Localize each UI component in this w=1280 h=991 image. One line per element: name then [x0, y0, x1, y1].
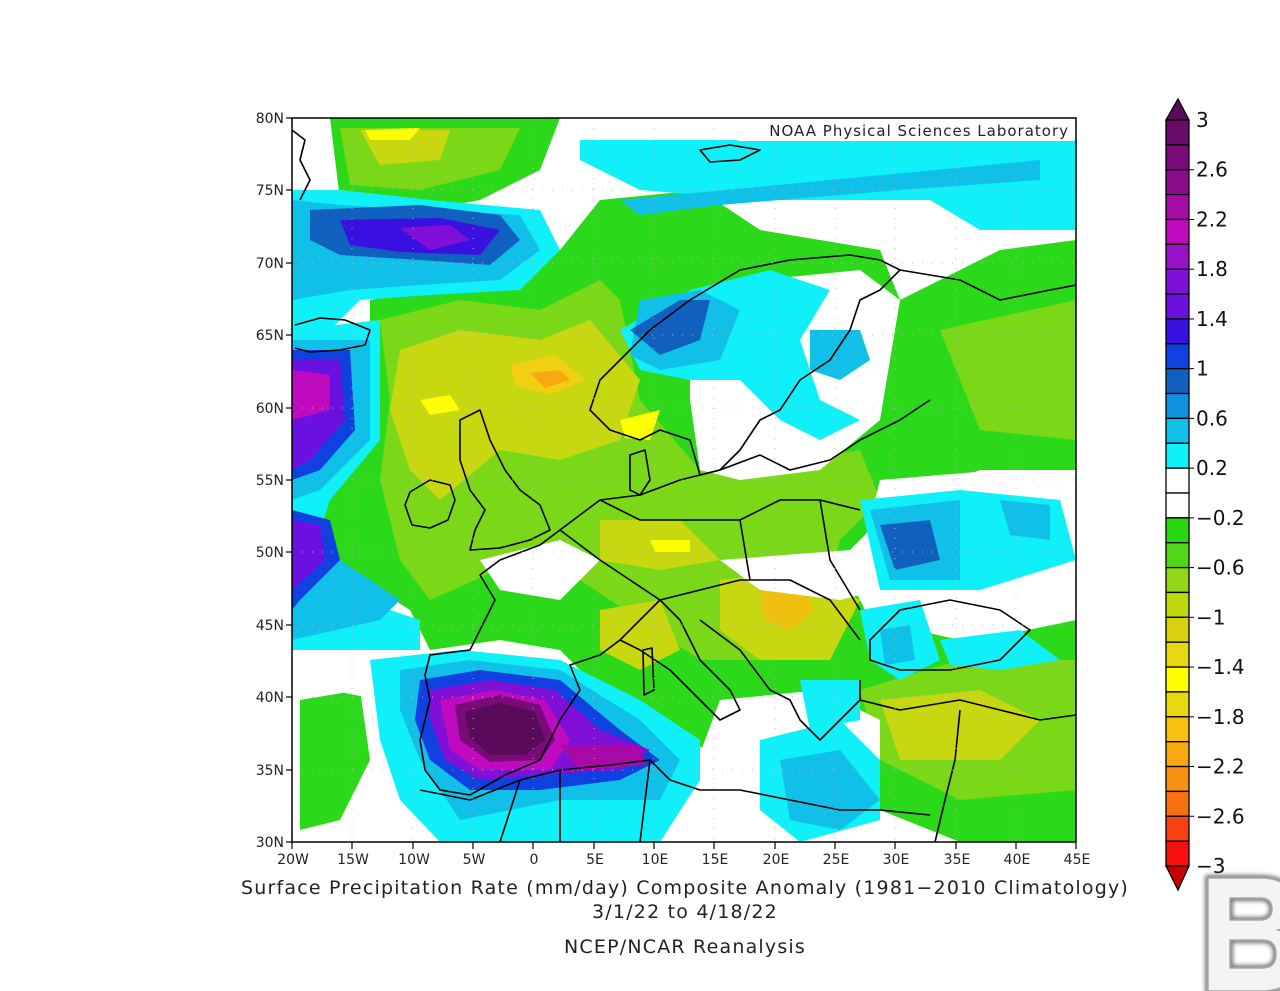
- colorbar-segment: [1165, 790, 1190, 817]
- y-axis-ticks: [286, 117, 292, 843]
- y-tick-label: 35N: [256, 763, 284, 779]
- y-tick-label: 55N: [256, 473, 284, 489]
- colorbar-label: 1.4: [1196, 307, 1228, 331]
- x-tick-label: 15E: [702, 852, 729, 868]
- x-tick-label: 20E: [763, 852, 790, 868]
- colorbar-segment: [1165, 765, 1190, 793]
- colorbar-label: 1.8: [1196, 257, 1228, 281]
- plot-source: NCEP/NCAR Reanalysis: [563, 936, 807, 958]
- colorbar-segment: [1165, 641, 1190, 668]
- colorbar-label: 3: [1196, 108, 1209, 132]
- x-tick-label: 30E: [883, 852, 910, 868]
- colorbar-segment: [1165, 492, 1190, 519]
- colorbar-label: −0.6: [1196, 556, 1245, 580]
- x-tick-label: 0: [530, 852, 539, 868]
- colorbar-segment: [1165, 741, 1190, 768]
- colorbar-segment: [1165, 566, 1190, 594]
- y-tick-label: 80N: [256, 111, 284, 127]
- colorbar-segment: [1165, 815, 1190, 842]
- colorbar-segment: [1165, 442, 1190, 469]
- colorbar-segment: [1165, 467, 1190, 494]
- x-tick-label: 5E: [586, 852, 604, 868]
- colorbar-label: −1.4: [1196, 655, 1245, 679]
- x-tick-label: 10W: [398, 852, 430, 868]
- colorbar-segment: [1165, 243, 1190, 270]
- y-tick-label: 75N: [256, 183, 284, 199]
- colorbar-segment: [1165, 343, 1190, 370]
- plot-date-range: 3/1/22 to 4/18/22: [592, 901, 778, 923]
- colorbar-segment: [1165, 591, 1190, 618]
- x-tick-label: 5W: [463, 852, 486, 868]
- colorbar-segment: [1165, 368, 1190, 395]
- credit-text: NOAA Physical Sciences Laboratory: [769, 122, 1069, 140]
- colorbar-segment: [1165, 542, 1190, 569]
- x-tick-label: 35E: [944, 852, 971, 868]
- x-tick-label: 40E: [1004, 852, 1031, 868]
- colorbar-segment: [1165, 318, 1190, 345]
- plot-title: Surface Precipitation Rate (mm/day) Comp…: [240, 877, 1130, 899]
- colorbar-labels: 3 2.6 2.2 1.8 1.4 1 0.6 0.2 −0.2 −0.6 −1 −1.4 −1.8 −2…: [1189, 108, 1245, 878]
- colorbar-segment: [1165, 193, 1190, 221]
- coastlines: [292, 129, 1076, 842]
- colorbar-segment: [1165, 293, 1190, 320]
- colorbar-top-arrow: [1164, 97, 1191, 121]
- colorbar-segment: [1165, 144, 1190, 171]
- x-axis-labels: 20W 15W 10W 5W 0 5E 10E 15E 20E 25E 30E …: [277, 852, 1090, 868]
- colorbar-label: −3: [1196, 854, 1225, 878]
- colorbar-segment: [1165, 119, 1190, 146]
- colorbar-label: −1: [1196, 605, 1225, 629]
- x-tick-label: 10E: [642, 852, 669, 868]
- colorbar-segment: [1165, 716, 1190, 743]
- credit-box: [738, 119, 1074, 141]
- colorbar-segment: [1165, 691, 1190, 718]
- colorbar-segment: [1165, 268, 1190, 295]
- x-tick-label: 45E: [1064, 852, 1091, 868]
- colorbar-segment: [1165, 666, 1190, 693]
- x-tick-label: 20W: [277, 852, 309, 868]
- x-axis-ticks: [291, 842, 1077, 849]
- x-tick-label: 25E: [823, 852, 850, 868]
- x-tick-label: 15W: [337, 852, 369, 868]
- watermark-logo: [1200, 868, 1280, 991]
- y-tick-label: 45N: [256, 618, 284, 634]
- colorbar-label: −2.2: [1196, 755, 1245, 779]
- colorbar-segment: [1165, 392, 1190, 420]
- colorbar-segment: [1165, 169, 1190, 196]
- y-tick-label: 30N: [256, 835, 284, 851]
- colorbar-label: −0.2: [1196, 506, 1245, 530]
- colorbar-label: −2.6: [1196, 804, 1245, 828]
- colorbar-segments: [1165, 119, 1190, 867]
- y-tick-label: 65N: [256, 328, 284, 344]
- colorbar-label: 2.2: [1196, 208, 1228, 232]
- y-tick-label: 60N: [256, 401, 284, 417]
- colorbar-bottom-arrow: [1164, 865, 1191, 892]
- colorbar-label: 1: [1196, 357, 1209, 381]
- colorbar-segment: [1165, 616, 1190, 643]
- y-tick-label: 50N: [256, 545, 284, 561]
- y-axis-labels: 30N 35N 40N 45N 50N 55N 60N 65N 70N 75N …: [256, 111, 284, 851]
- colorbar-segment: [1165, 218, 1190, 245]
- colorbar-segment: [1165, 840, 1190, 867]
- gridlines: [292, 118, 1076, 842]
- colorbar-segment: [1165, 417, 1190, 444]
- colorbar-label: 0.2: [1196, 456, 1228, 480]
- colorbar-label: −1.8: [1196, 705, 1245, 729]
- colorbar-label: 0.6: [1196, 406, 1228, 430]
- colorbar: 3 2.6 2.2 1.8 1.4 1 0.6 0.2 −0.2 −0.6 −1 −1.4 −1.8 −2…: [1164, 97, 1245, 892]
- colorbar-label: 2.6: [1196, 158, 1228, 182]
- y-tick-label: 70N: [256, 256, 284, 272]
- y-tick-label: 40N: [256, 690, 284, 706]
- colorbar-segment: [1165, 517, 1190, 544]
